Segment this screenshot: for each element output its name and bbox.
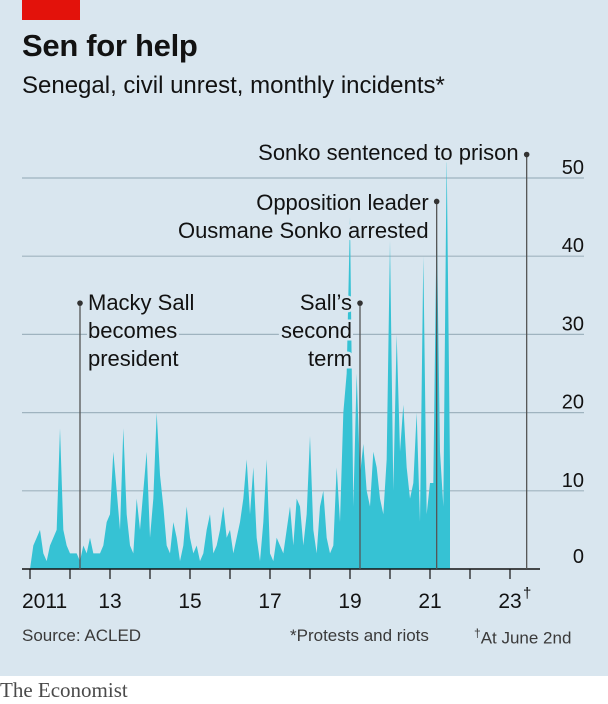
x-tick-label-2023: 23	[498, 590, 521, 613]
x-tick-label-2019: 19	[338, 590, 361, 613]
annotation-dot-3	[433, 198, 440, 205]
annotation-label-2-line-2: second	[281, 318, 352, 343]
x-tick-label-2013: 13	[98, 590, 121, 613]
y-tick-label-10: 10	[562, 470, 584, 492]
annotation-label-1-line-1: Macky Sall	[88, 290, 194, 315]
y-tick-label-40: 40	[562, 235, 584, 257]
annotation-label-3-line-1: Opposition leader	[256, 190, 428, 215]
series-area	[30, 154, 450, 570]
chart-title: Sen for help	[22, 28, 198, 63]
annotation-dot-4	[523, 151, 530, 158]
x-tick-label-2017: 17	[258, 590, 281, 613]
annotation-label-4-line-1: Sonko sentenced to prison	[258, 140, 519, 165]
source-note: Source: ACLED	[22, 626, 142, 645]
footnote-date-text: At June 2nd	[480, 628, 572, 648]
brand-wordmark: The Economist	[0, 678, 128, 702]
chart-plot: 0 10 20 30 40 50 2011 13 15 17 19 21 23 † Macky Sall be…	[22, 140, 584, 613]
chart-subtitle: Senegal, civil unrest, monthly incidents…	[22, 72, 445, 99]
y-tick-label-50: 50	[562, 157, 584, 179]
x-tick-label-2011: 2011	[22, 590, 67, 613]
annotation-label-1-line-3: president	[88, 346, 179, 371]
footnote-date-mark: †	[474, 626, 481, 640]
y-tick-label-0: 0	[573, 546, 584, 568]
annotation-dot-1	[77, 300, 83, 306]
x-tick-label-2021: 21	[418, 590, 441, 613]
annotation-label-1-line-2: becomes	[88, 318, 177, 343]
annotation-label-2-line-1: Sall’s	[300, 290, 352, 315]
footnote-protests: *Protests and riots	[290, 626, 429, 645]
footnote-date: †At June 2nd	[474, 626, 571, 649]
y-tick-label-20: 20	[562, 392, 584, 414]
annotation-label-3-line-2: Ousmane Sonko arrested	[178, 218, 429, 243]
x-tick-label-2015: 15	[178, 590, 201, 613]
annotation-dot-2	[357, 300, 363, 306]
annotation-label-2-line-3: term	[308, 346, 352, 371]
x-tick-footnote-mark: †	[523, 585, 531, 602]
brand-accent-bar	[22, 0, 80, 20]
y-tick-label-30: 30	[562, 313, 584, 335]
